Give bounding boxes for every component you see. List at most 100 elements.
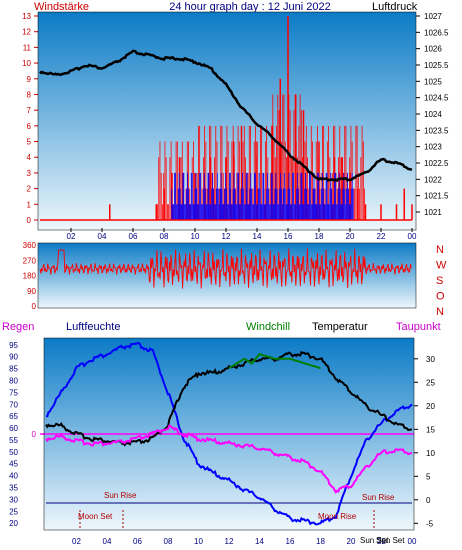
hour-tick-top-14: 14 bbox=[253, 232, 262, 241]
hour-tick-top-20: 20 bbox=[346, 232, 355, 241]
wind-speed-tick-1: 1 bbox=[27, 200, 32, 209]
pressure-line bbox=[39, 49, 413, 182]
hour-tick-top-04: 04 bbox=[98, 232, 107, 241]
sun-rise-label: Sun Rise bbox=[104, 491, 137, 500]
wind-pressure-panel: 01234567891011121310211021.510221022.510… bbox=[22, 11, 449, 241]
hour-tick-bottom-04: 04 bbox=[103, 537, 112, 546]
humidity-tick-95: 95 bbox=[9, 341, 18, 350]
wind-speed-tick-13: 13 bbox=[22, 12, 31, 21]
humidity-tick-85: 85 bbox=[9, 365, 18, 374]
series-line-taupunkt bbox=[45, 424, 413, 494]
wind-speed-tick-12: 12 bbox=[22, 28, 31, 37]
wind-speed-tick-2: 2 bbox=[27, 185, 32, 194]
legend-temperatur: Temperatur bbox=[312, 321, 368, 333]
series-line-luftfeuchte bbox=[46, 341, 413, 526]
humidity-tick-80: 80 bbox=[9, 376, 18, 385]
humidity-temperature-panel: 20 25 30 35 40 45 50 55 60 65 70 75 80 85 90 95 -5 0 5 10 15… bbox=[9, 337, 435, 546]
hour-tick-bottom-14: 14 bbox=[255, 537, 264, 546]
rain-zero-tick: 0 bbox=[32, 430, 37, 439]
wind-speed-tick-4: 4 bbox=[27, 153, 32, 162]
humidity-tick-65: 65 bbox=[9, 412, 18, 421]
wind-speed-tick-9: 9 bbox=[27, 75, 32, 84]
series-line-windchill bbox=[228, 352, 321, 370]
pressure-tick-11: 1026.5 bbox=[424, 28, 449, 37]
temperature-tick--5: -5 bbox=[426, 519, 434, 528]
hour-tick-bottom-10: 10 bbox=[194, 537, 203, 546]
pressure-tick-1: 1021.5 bbox=[424, 192, 449, 201]
humidity-tick-40: 40 bbox=[9, 472, 18, 481]
hour-tick-top-02: 02 bbox=[67, 232, 76, 241]
humidity-tick-55: 55 bbox=[9, 436, 18, 445]
hour-tick-bottom-08: 08 bbox=[164, 537, 173, 546]
temperature-tick-0: 0 bbox=[426, 496, 431, 505]
legend-windchill: Windchill bbox=[246, 321, 290, 333]
hour-tick-bottom-00: 00 bbox=[408, 537, 417, 546]
pressure-tick-12: 1027 bbox=[424, 12, 442, 21]
pressure-tick-7: 1024.5 bbox=[424, 94, 449, 103]
direction-label-4: N bbox=[436, 306, 444, 318]
direction-tick-180: 180 bbox=[23, 272, 37, 281]
pressure-tick-4: 1023 bbox=[424, 143, 442, 152]
panel2-frame bbox=[37, 242, 417, 309]
hour-tick-bottom-20: 20 bbox=[347, 537, 356, 546]
hour-tick-top-16: 16 bbox=[284, 232, 293, 241]
hour-tick-top-00: 00 bbox=[408, 232, 417, 241]
wind-speed-tick-5: 5 bbox=[27, 138, 32, 147]
direction-tick-270: 270 bbox=[23, 256, 37, 265]
moon-set-label: Moon Set bbox=[78, 512, 113, 521]
direction-tick-360: 360 bbox=[23, 241, 37, 250]
temperature-tick-5: 5 bbox=[426, 472, 431, 481]
chart-title: 24 hour graph day : 12 Juni 2022 bbox=[169, 1, 330, 13]
direction-tick-0: 0 bbox=[32, 302, 37, 311]
hour-tick-bottom-12: 12 bbox=[225, 537, 234, 546]
wind-direction-plot-area bbox=[38, 243, 416, 308]
direction-label-0: N bbox=[436, 244, 444, 256]
direction-label-1: W bbox=[436, 260, 447, 272]
pressure-title: Luftdruck bbox=[372, 1, 418, 13]
wind-speed-tick-7: 7 bbox=[27, 106, 32, 115]
humidity-tick-90: 90 bbox=[9, 353, 18, 362]
wind-speed-tick-10: 10 bbox=[22, 59, 31, 68]
pressure-tick-5: 1023.5 bbox=[424, 126, 449, 135]
humidity-tick-70: 70 bbox=[9, 400, 18, 409]
hour-tick-bottom-16: 16 bbox=[286, 537, 295, 546]
wind-speed-tick-11: 11 bbox=[23, 43, 32, 52]
humidity-tick-35: 35 bbox=[9, 484, 18, 493]
wind-speed-tick-3: 3 bbox=[27, 169, 32, 178]
panel3-frame bbox=[43, 337, 415, 531]
humidity-tick-20: 20 bbox=[9, 519, 18, 528]
wind-speed-tick-6: 6 bbox=[27, 122, 32, 131]
humidity-tick-25: 25 bbox=[9, 507, 18, 516]
wind-speed-tick-0: 0 bbox=[27, 216, 32, 225]
sun-rise-label-right: Sun Rise bbox=[362, 493, 395, 502]
pressure-tick-2: 1022 bbox=[424, 175, 442, 184]
hour-tick-bottom-06: 06 bbox=[133, 537, 142, 546]
legend-luftfeuchte: Luftfeuchte bbox=[66, 321, 120, 333]
direction-tick-90: 90 bbox=[27, 287, 36, 296]
hour-tick-bottom-02: 02 bbox=[72, 537, 81, 546]
sun-set-label-2: Sun Set bbox=[376, 536, 405, 545]
humidity-tick-30: 30 bbox=[9, 495, 18, 504]
hour-tick-top-18: 18 bbox=[315, 232, 324, 241]
series-line-temperatur bbox=[45, 350, 413, 447]
pressure-tick-10: 1026 bbox=[424, 45, 442, 54]
hour-tick-top-08: 08 bbox=[160, 232, 169, 241]
hour-tick-bottom-22: 22 bbox=[377, 537, 386, 546]
moon-rise-label: Moon Rise bbox=[318, 512, 357, 521]
panel1-frame bbox=[37, 11, 417, 231]
pressure-tick-0: 1021 bbox=[424, 208, 442, 217]
hour-tick-top-10: 10 bbox=[191, 232, 200, 241]
wind-direction-line bbox=[39, 248, 412, 289]
legend-regen: Regen bbox=[2, 321, 34, 333]
humidity-tick-60: 60 bbox=[9, 424, 18, 433]
pressure-tick-9: 1025.5 bbox=[424, 61, 449, 70]
hour-tick-bottom-18: 18 bbox=[316, 537, 325, 546]
temperature-tick-30: 30 bbox=[426, 355, 435, 364]
pressure-tick-3: 1022.5 bbox=[424, 159, 449, 168]
temperature-tick-20: 20 bbox=[426, 402, 435, 411]
wind-speed-tick-8: 8 bbox=[27, 90, 32, 99]
legend-taupunkt: Taupunkt bbox=[396, 321, 441, 333]
sun-set-label: Sun Set bbox=[360, 536, 389, 545]
temperature-tick-15: 15 bbox=[426, 425, 435, 434]
